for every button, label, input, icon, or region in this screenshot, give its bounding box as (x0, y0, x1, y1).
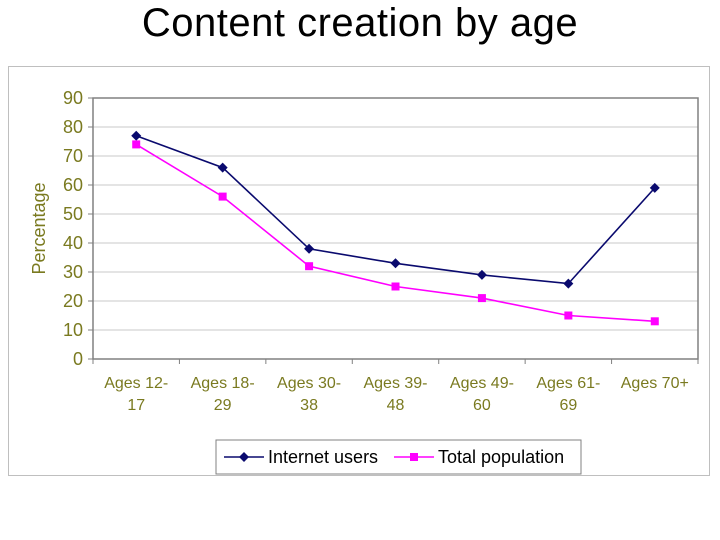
x-tick-label: Ages 12- 17 (104, 375, 168, 414)
x-tick-label-line: 60 (473, 397, 491, 414)
data-point (650, 317, 659, 326)
x-tick-label: Ages 70+ (621, 375, 689, 392)
data-point (564, 311, 573, 320)
data-point (391, 282, 400, 291)
x-tick-label-line: 17 (127, 397, 145, 414)
x-tick-label: Ages 49- 60 (450, 375, 514, 414)
data-point (218, 192, 227, 201)
y-axis-label: Percentage (29, 182, 49, 274)
series-line-total-population (135, 143, 655, 323)
data-point (131, 130, 142, 141)
y-axis-ticks: 0 10 20 30 40 50 60 70 80 90 (63, 88, 93, 369)
x-tick-label-line: Ages 12- (104, 375, 168, 392)
legend-marker (410, 453, 418, 461)
y-tick-label: 10 (63, 320, 83, 340)
x-tick-label: Ages 61- 69 (536, 375, 600, 414)
y-tick-label: 40 (63, 233, 83, 253)
x-tick-label-line: 38 (300, 397, 318, 414)
series-lines (131, 130, 660, 326)
legend-label: Internet users (268, 447, 378, 467)
data-point (217, 162, 228, 173)
y-tick-label: 80 (63, 117, 83, 137)
y-tick-label: 30 (63, 262, 83, 282)
x-tick-label-line: 48 (387, 397, 405, 414)
data-point (132, 140, 141, 149)
chart-frame: 0 10 20 30 40 50 60 70 80 90 Ages 12- 17 Ages 18- 29… (8, 66, 710, 476)
data-point (476, 269, 487, 280)
data-point (390, 258, 401, 269)
x-tick-label-line: Ages 30- (277, 375, 341, 392)
data-point (563, 278, 574, 289)
x-tick-label: Ages 39- 48 (363, 375, 427, 414)
page-title: Content creation by age (141, 1, 579, 45)
y-tick-label: 50 (63, 204, 83, 224)
x-tick-label-line: 69 (559, 397, 577, 414)
legend-marker (239, 452, 249, 462)
grid-lines (93, 126, 698, 331)
data-point (477, 294, 486, 303)
data-point (305, 262, 314, 271)
legend: Internet users Total population (215, 439, 582, 475)
plot-area (92, 97, 699, 360)
y-tick-label: 0 (73, 349, 83, 369)
line-chart: 0 10 20 30 40 50 60 70 80 90 Ages 12- 17 Ages 18- 29… (29, 88, 699, 475)
x-tick-label-line: 29 (214, 397, 232, 414)
x-tick-label-line: Ages 70+ (621, 375, 689, 392)
x-tick-label: Ages 30- 38 (277, 375, 341, 414)
y-tick-label: 70 (63, 146, 83, 166)
data-point (304, 243, 315, 254)
y-tick-label: 60 (63, 175, 83, 195)
legend-label: Total population (438, 447, 564, 467)
x-tick-label-line: Ages 61- (536, 375, 600, 392)
data-point (649, 182, 660, 193)
y-tick-label: 20 (63, 291, 83, 311)
x-axis-ticks: Ages 12- 17 Ages 18- 29 Ages 30- 38 Ages 39- 48… (92, 359, 699, 414)
y-tick-label: 90 (63, 88, 83, 108)
x-tick-label: Ages 18- 29 (191, 375, 255, 414)
x-tick-label-line: Ages 49- (450, 375, 514, 392)
x-tick-label-line: Ages 39- (363, 375, 427, 392)
x-tick-label-line: Ages 18- (191, 375, 255, 392)
